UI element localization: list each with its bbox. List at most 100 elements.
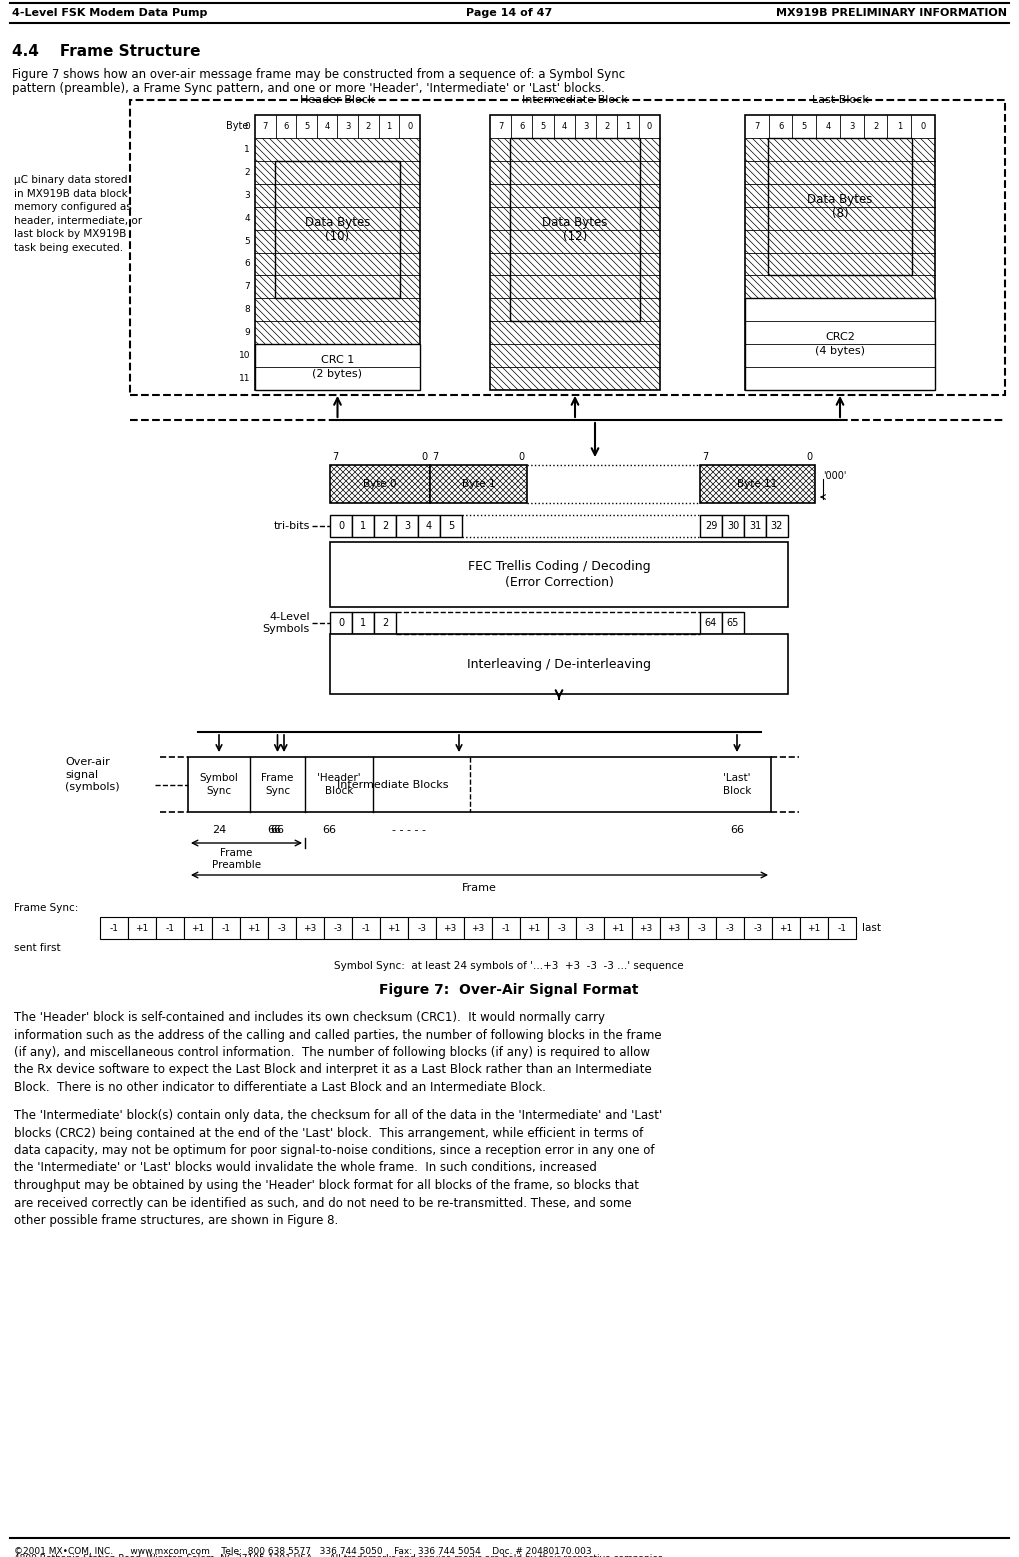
Text: +3: +3 — [472, 923, 485, 933]
Bar — [520, 917, 548, 939]
Bar — [255, 344, 420, 389]
Text: 5: 5 — [448, 522, 454, 531]
Bar — [275, 160, 400, 299]
Text: Symbol
Sync: Symbol Sync — [200, 774, 238, 796]
Text: -3: -3 — [333, 923, 342, 933]
Bar — [430, 466, 527, 503]
Bar — [240, 917, 268, 939]
Bar — [576, 917, 604, 939]
Text: The 'Intermediate' block(s) contain only data, the checksum for all of the data : The 'Intermediate' block(s) contain only… — [14, 1109, 662, 1227]
Text: 4-Level
Symbols: 4-Level Symbols — [263, 612, 310, 634]
Bar — [268, 917, 296, 939]
Text: Data Bytes: Data Bytes — [305, 216, 370, 229]
Text: 5: 5 — [304, 121, 309, 131]
Bar — [255, 115, 420, 389]
Text: 3: 3 — [345, 121, 351, 131]
Text: Byte: Byte — [226, 121, 249, 131]
Bar — [396, 515, 418, 537]
Text: -3: -3 — [753, 923, 762, 933]
Text: 2: 2 — [382, 618, 388, 627]
Text: +3: +3 — [639, 923, 652, 933]
Bar — [130, 100, 1005, 395]
Text: 30: 30 — [727, 522, 739, 531]
Text: Intermediate Blocks: Intermediate Blocks — [337, 780, 448, 789]
Bar — [330, 515, 352, 537]
Text: 5: 5 — [540, 121, 546, 131]
Text: ©2001 MX•COM, INC.      www.mxcom.com    Tele:  800 638 5577   336 744 5050    F: ©2001 MX•COM, INC. www.mxcom.com Tele: 8… — [14, 1548, 592, 1555]
Bar — [490, 139, 660, 389]
Text: '000': '000' — [823, 472, 847, 481]
Bar — [212, 917, 240, 939]
Text: (8): (8) — [832, 207, 848, 220]
Text: 1: 1 — [626, 121, 631, 131]
Text: 4: 4 — [561, 121, 567, 131]
Bar — [408, 917, 436, 939]
Text: -3: -3 — [418, 923, 427, 933]
Text: FEC Trellis Coding / Decoding: FEC Trellis Coding / Decoding — [468, 561, 650, 573]
Text: Byte 0: Byte 0 — [363, 480, 396, 489]
Text: 2: 2 — [245, 168, 250, 177]
Text: 0: 0 — [647, 121, 652, 131]
Bar — [632, 917, 660, 939]
Text: 10: 10 — [238, 352, 250, 360]
Text: 6: 6 — [520, 121, 525, 131]
Text: (Error Correction): (Error Correction) — [504, 576, 613, 589]
Text: +1: +1 — [807, 923, 820, 933]
Text: 65: 65 — [727, 618, 739, 627]
Text: CRC2: CRC2 — [825, 332, 855, 343]
Text: +1: +1 — [136, 923, 149, 933]
Text: Byte 11: Byte 11 — [738, 480, 777, 489]
Bar — [745, 299, 935, 389]
Text: 3: 3 — [849, 121, 855, 131]
Bar — [744, 515, 766, 537]
Text: 6: 6 — [245, 260, 250, 268]
Bar — [745, 115, 935, 389]
Bar — [722, 515, 744, 537]
Text: 9: 9 — [245, 329, 250, 338]
Text: 4800 Bethania Station Road, Winston-Salem, NC 27105-1201 USA      All trademarks: 4800 Bethania Station Road, Winston-Sale… — [14, 1554, 665, 1557]
Text: 5: 5 — [802, 121, 807, 131]
Text: 32: 32 — [770, 522, 784, 531]
Text: -1: -1 — [501, 923, 511, 933]
Text: 7: 7 — [245, 282, 250, 291]
Text: +3: +3 — [667, 923, 681, 933]
Bar — [767, 139, 912, 276]
Text: -1: -1 — [109, 923, 118, 933]
Text: 3: 3 — [583, 121, 588, 131]
Text: Byte 1: Byte 1 — [462, 480, 495, 489]
Text: pattern (preamble), a Frame Sync pattern, and one or more 'Header', 'Intermediat: pattern (preamble), a Frame Sync pattern… — [12, 83, 605, 95]
Text: Frame
Preamble: Frame Preamble — [212, 849, 261, 870]
Text: 0: 0 — [338, 522, 344, 531]
Text: 2: 2 — [873, 121, 878, 131]
Text: 1: 1 — [360, 522, 366, 531]
Text: Figure 7:  Over-Air Signal Format: Figure 7: Over-Air Signal Format — [379, 982, 639, 996]
Text: Figure 7 shows how an over-air message frame may be constructed from a sequence : Figure 7 shows how an over-air message f… — [12, 69, 625, 81]
Bar — [296, 917, 324, 939]
Text: 0: 0 — [422, 452, 428, 462]
Text: 66: 66 — [730, 825, 744, 835]
Text: μC binary data stored
in MX919B data block
memory configured as
header, intermed: μC binary data stored in MX919B data blo… — [14, 174, 142, 252]
Text: tri-bits: tri-bits — [274, 522, 310, 531]
Text: 64: 64 — [705, 618, 717, 627]
Text: -3: -3 — [277, 923, 286, 933]
Text: -3: -3 — [557, 923, 567, 933]
Bar — [374, 612, 396, 634]
Text: Last Block: Last Block — [811, 95, 868, 104]
Bar — [330, 634, 788, 694]
Bar — [352, 612, 374, 634]
Text: 7: 7 — [332, 452, 338, 462]
Bar — [772, 917, 800, 939]
Bar — [330, 466, 430, 503]
Bar — [700, 466, 815, 503]
Text: 7: 7 — [263, 121, 268, 131]
Bar — [184, 917, 212, 939]
Text: -1: -1 — [221, 923, 230, 933]
Text: 6: 6 — [777, 121, 784, 131]
Text: +1: +1 — [780, 923, 793, 933]
Bar — [330, 612, 352, 634]
Text: 29: 29 — [705, 522, 717, 531]
Text: 7: 7 — [498, 121, 503, 131]
Text: (10): (10) — [325, 230, 350, 243]
Text: 7: 7 — [754, 121, 759, 131]
Text: -3: -3 — [726, 923, 735, 933]
